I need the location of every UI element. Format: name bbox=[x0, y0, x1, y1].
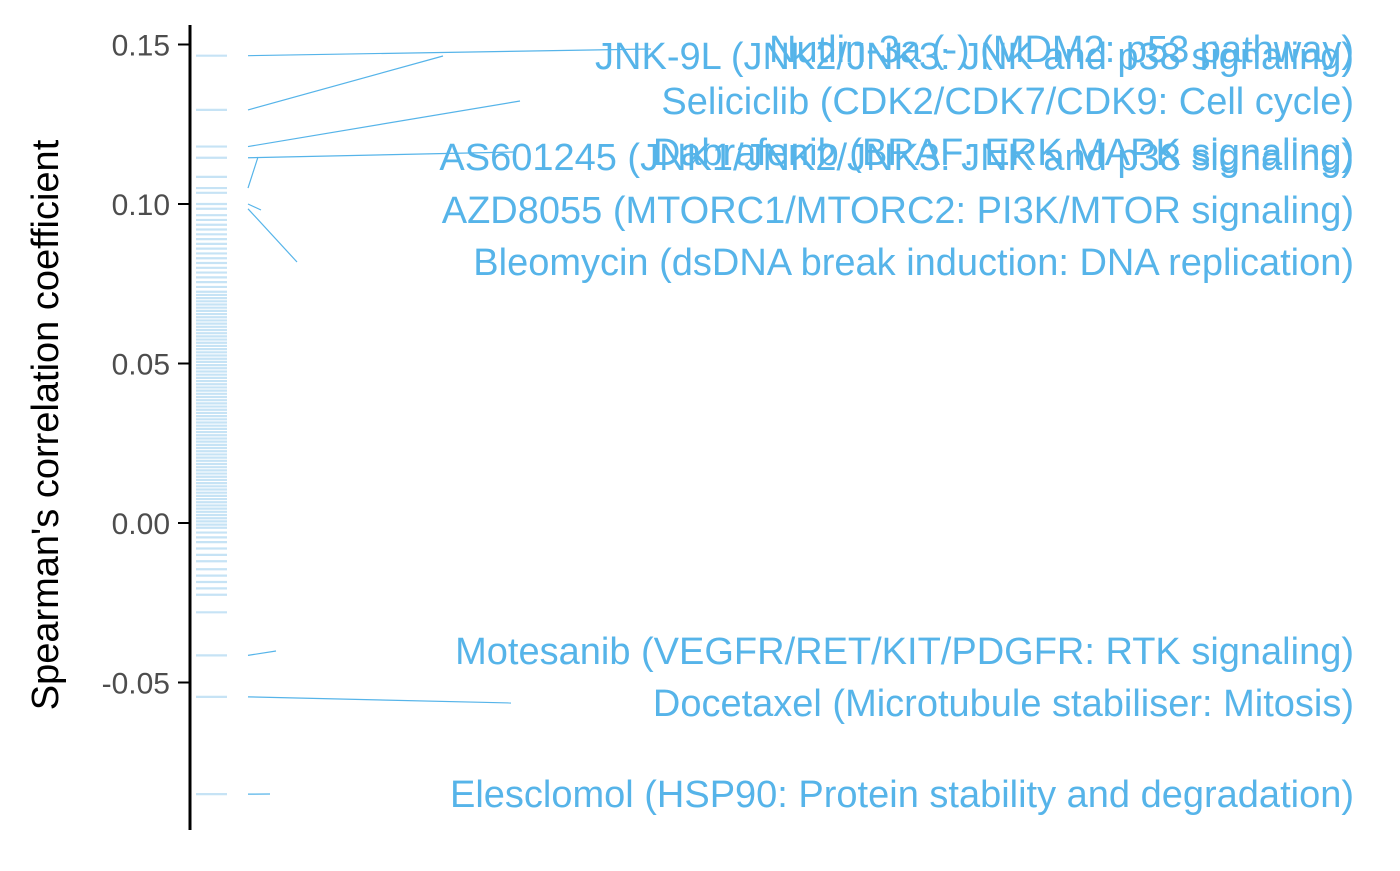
point-label: Seliciclib (CDK2/CDK7/CDK9: Cell cycle) bbox=[661, 81, 1354, 123]
y-tick-label: 0.10 bbox=[112, 189, 170, 222]
y-tick-label: 0.00 bbox=[112, 508, 170, 541]
label-connector bbox=[248, 49, 651, 56]
point-label: AZD8055 (MTORC1/MTORC2: PI3K/MTOR signal… bbox=[442, 190, 1354, 232]
label-connector bbox=[248, 204, 261, 210]
rug-layer bbox=[196, 56, 227, 794]
label-connector bbox=[248, 209, 297, 262]
point-label: Motesanib (VEGFR/RET/KIT/PDGFR: RTK sign… bbox=[455, 631, 1354, 673]
point-label-layer: Nutlin-3a (-) (MDM2: p53 pathway)JNK-9L … bbox=[439, 29, 1354, 816]
point-label: Docetaxel (Microtubule stabiliser: Mitos… bbox=[653, 683, 1354, 725]
label-connector bbox=[248, 157, 258, 188]
point-label: Bleomycin (dsDNA break induction: DNA re… bbox=[473, 242, 1354, 284]
label-connector bbox=[248, 651, 276, 655]
y-tick-label: 0.05 bbox=[112, 349, 170, 382]
y-tick-label: -0.05 bbox=[102, 668, 170, 701]
label-connector bbox=[248, 697, 511, 703]
y-tick-label: 0.15 bbox=[112, 30, 170, 63]
point-label: JNK-9L (JNK2/JNK3: JNK and p38 signaling… bbox=[595, 36, 1354, 78]
y-axis-title: Spearman's correlation coefficient bbox=[25, 139, 67, 710]
point-label: AS601245 (JNK1/JNK2/JNK3: JNK and p38 si… bbox=[439, 137, 1354, 179]
point-label: Elesclomol (HSP90: Protein stability and… bbox=[450, 774, 1354, 816]
label-connector bbox=[248, 56, 443, 110]
y-axis-ticks: 0.15 0.10 0.05 0.00 -0.05 bbox=[102, 30, 190, 701]
